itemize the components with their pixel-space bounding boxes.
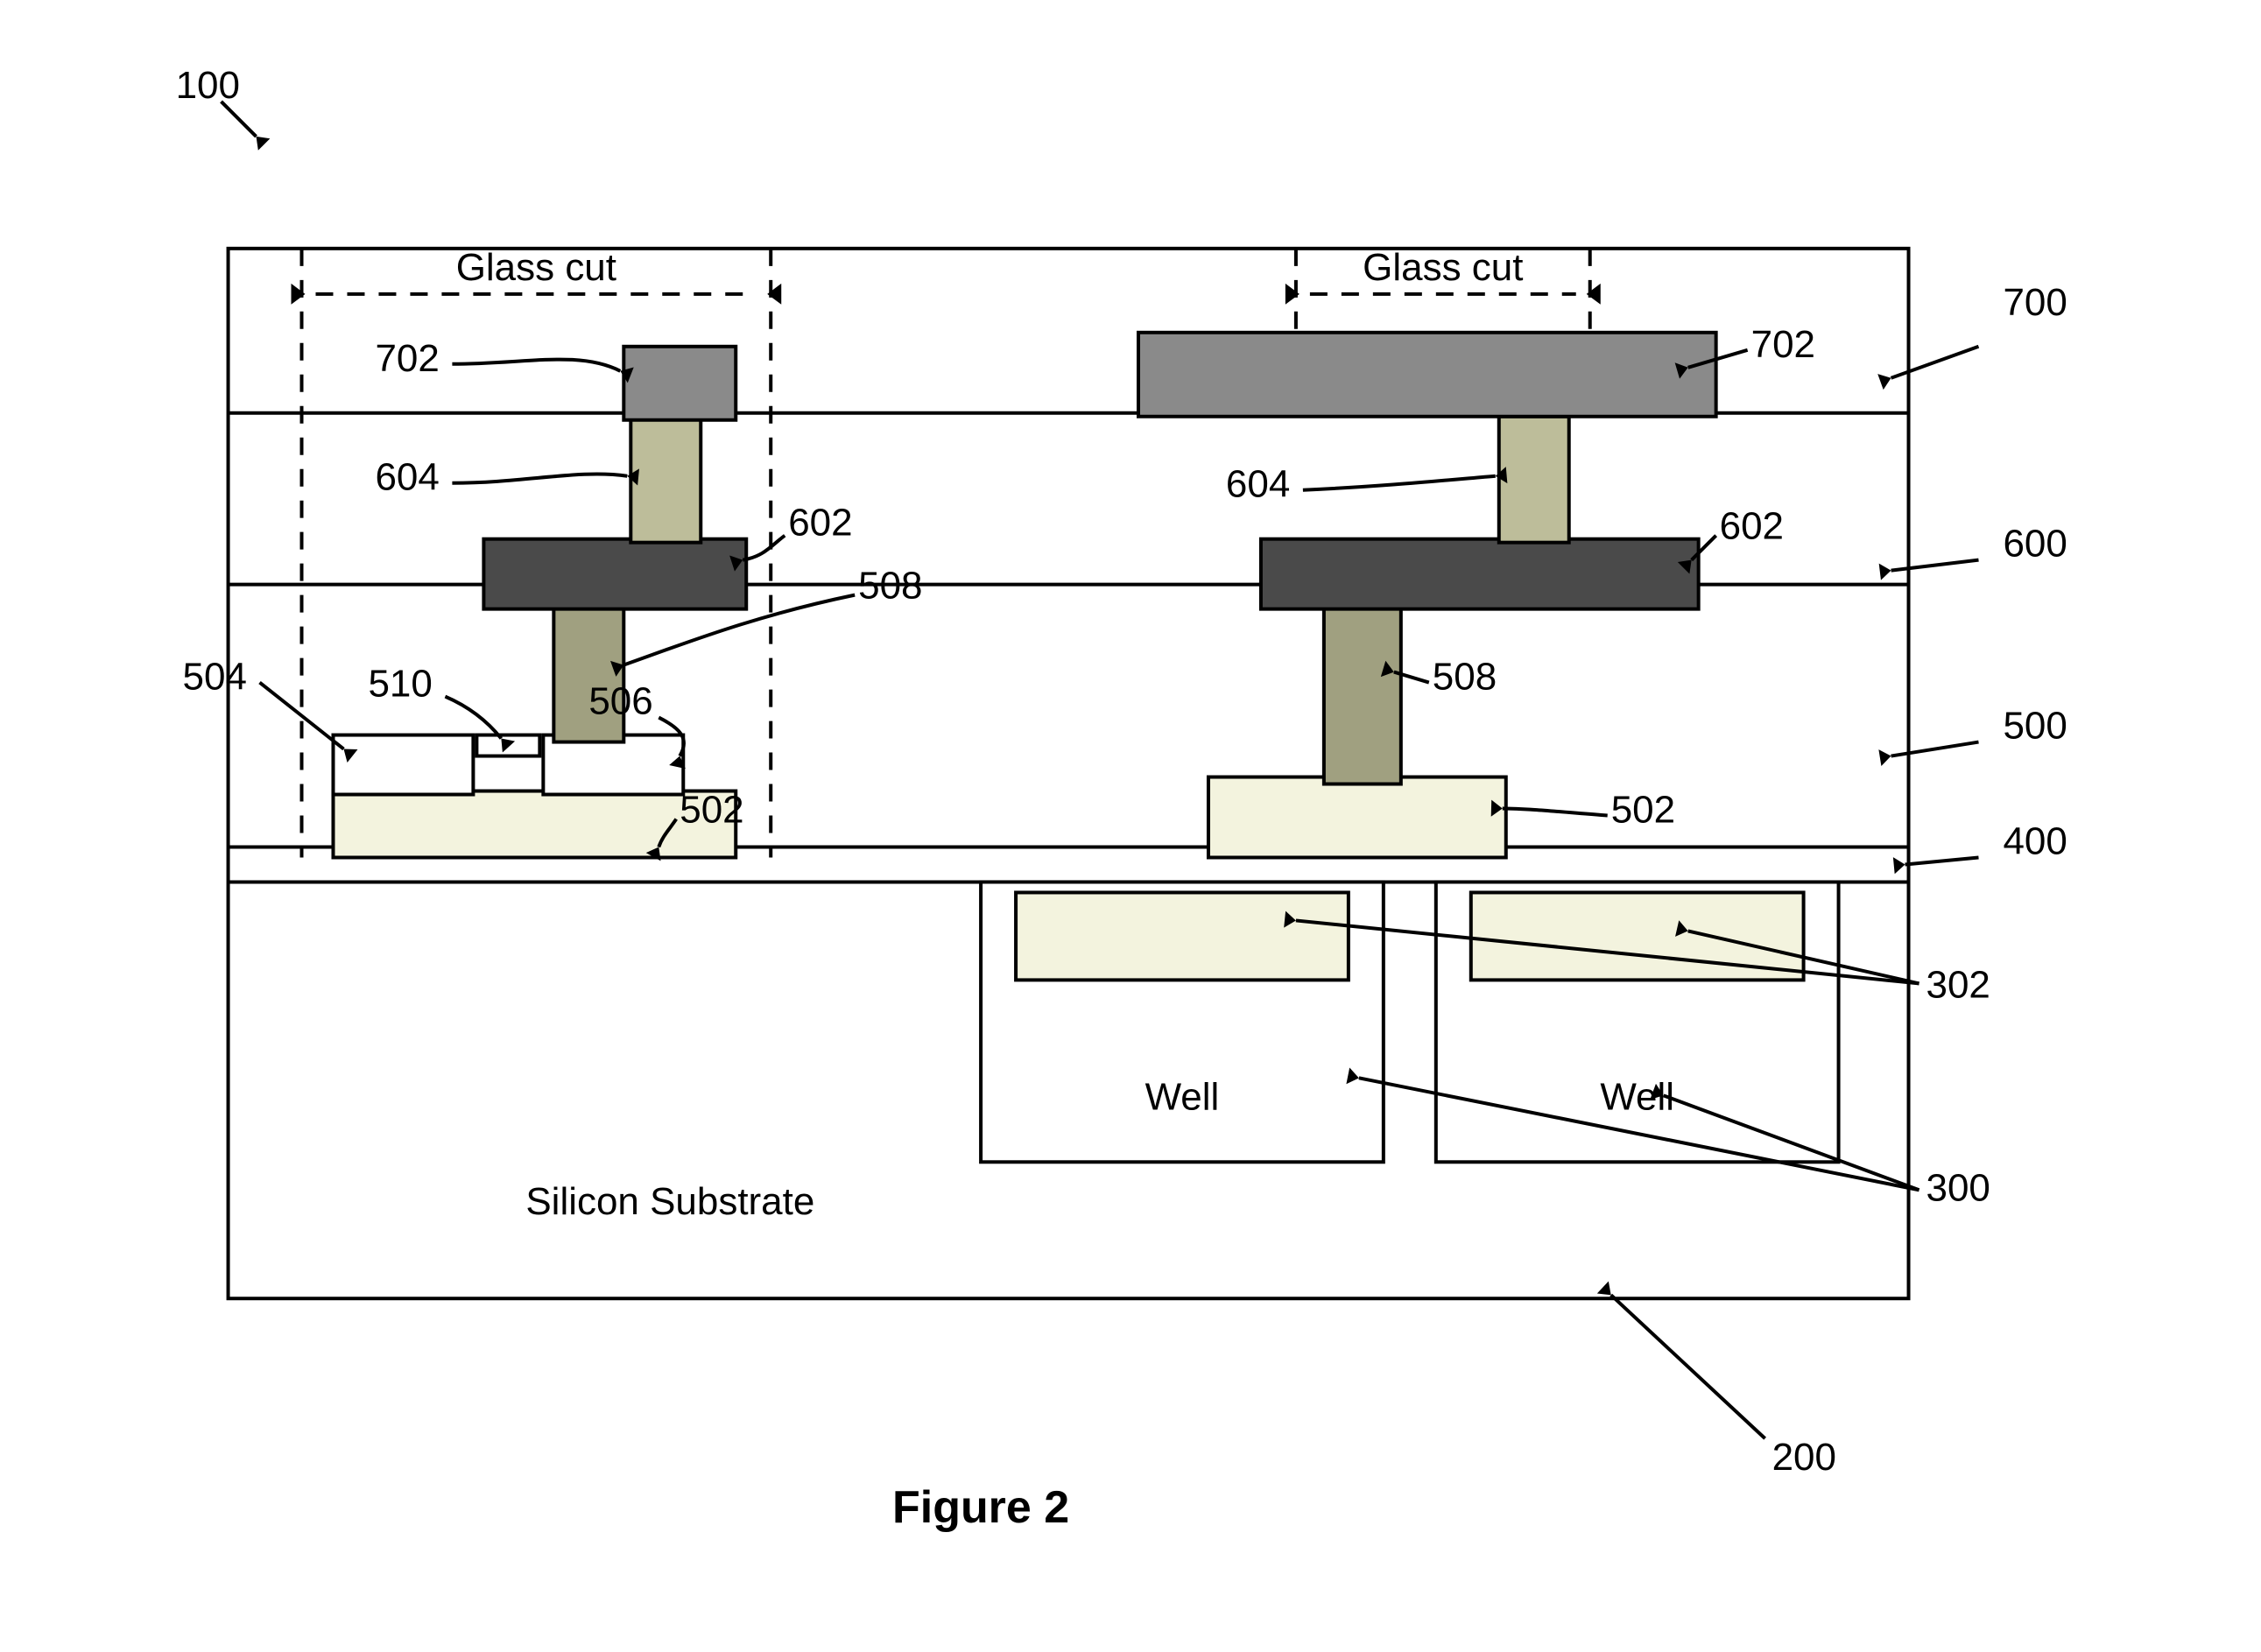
ref-602: 602 <box>788 502 852 545</box>
block-504 <box>333 735 473 795</box>
substrate-label: Silicon Substrate <box>525 1180 814 1223</box>
svg-text:Glass cut: Glass cut <box>456 246 616 289</box>
pad-602-left <box>483 539 746 609</box>
block-502-left <box>333 791 736 858</box>
via-508-right <box>1324 606 1401 784</box>
via-604-left <box>630 417 701 543</box>
svg-text:Glass cut: Glass cut <box>1363 246 1523 289</box>
ref-510: 510 <box>368 663 432 706</box>
ref-502: 502 <box>1611 789 1675 832</box>
via-604-right <box>1499 417 1569 543</box>
right-stack <box>1138 333 1716 858</box>
ref-502: 502 <box>680 789 743 832</box>
svg-text:600: 600 <box>2003 523 2067 566</box>
ref-702: 702 <box>375 337 439 380</box>
figure-caption: Figure 2 <box>892 1482 1069 1533</box>
ref-508: 508 <box>1433 656 1497 699</box>
ref-200: 200 <box>1772 1436 1836 1479</box>
block-502-right <box>1208 777 1506 858</box>
fig-number: 100 <box>176 64 240 107</box>
svg-text:400: 400 <box>2003 819 2067 862</box>
pad-702-left <box>623 347 736 420</box>
wells: WellWell <box>981 882 1838 1162</box>
ref-602: 602 <box>1720 505 1784 548</box>
pad-602-right <box>1261 539 1699 609</box>
ref-702: 702 <box>1751 323 1815 366</box>
svg-text:Well: Well <box>1145 1075 1220 1118</box>
left-stack <box>333 347 746 858</box>
glass-cut-right: Glass cut <box>1285 246 1601 336</box>
svg-text:500: 500 <box>2003 705 2067 748</box>
ref-302: 302 <box>1926 963 1990 1006</box>
block-506 <box>543 735 683 795</box>
ref-508: 508 <box>858 565 922 608</box>
pad-702-right <box>1138 333 1716 417</box>
region-302-0 <box>1016 892 1349 980</box>
svg-text:700: 700 <box>2003 281 2067 324</box>
ref-604: 604 <box>375 456 439 499</box>
ref-506: 506 <box>588 680 652 723</box>
ref-504: 504 <box>183 656 247 699</box>
side-refs: 700 600 500 400 <box>1877 281 2067 874</box>
ref-604: 604 <box>1226 463 1290 506</box>
figure-2: 100 Silicon Substrate WellWell Glass cut Gla… <box>176 64 2067 1533</box>
ref-300: 300 <box>1926 1166 1990 1209</box>
